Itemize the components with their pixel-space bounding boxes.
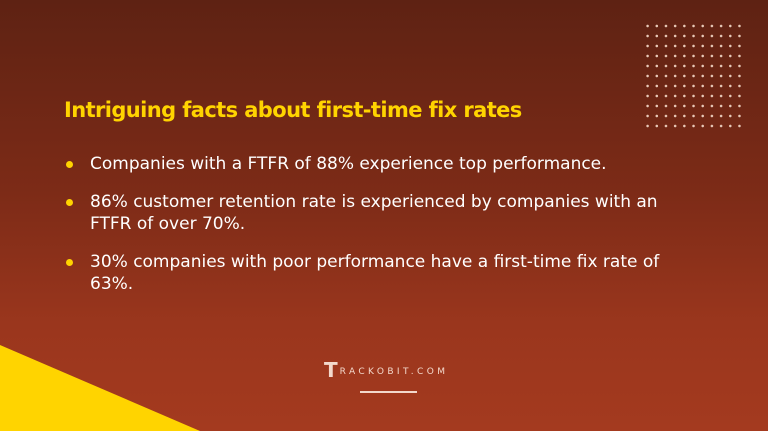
fact-item: Companies with a FTFR of 88% experience …	[64, 153, 684, 175]
fact-item: 30% companies with poor performance have…	[64, 251, 684, 295]
bullet-icon	[66, 161, 73, 168]
fact-text: Companies with a FTFR of 88% experience …	[90, 154, 607, 174]
headline: Intriguing facts about first-time fix ra…	[64, 98, 522, 122]
logo-text: RACKOBIT.COM	[339, 367, 449, 377]
logo-mark: T	[324, 358, 338, 382]
trackobit-logo: T RACKOBIT.COM	[324, 360, 448, 380]
dot-grid-decoration	[643, 21, 743, 131]
fact-text: 86% customer retention rate is experienc…	[90, 192, 658, 234]
bullet-icon	[66, 199, 73, 206]
bullet-icon	[66, 259, 73, 266]
logo-underline	[360, 391, 417, 393]
fact-item: 86% customer retention rate is experienc…	[64, 191, 684, 235]
fact-text: 30% companies with poor performance have…	[90, 252, 660, 294]
facts-list: Companies with a FTFR of 88% experience …	[64, 153, 684, 311]
